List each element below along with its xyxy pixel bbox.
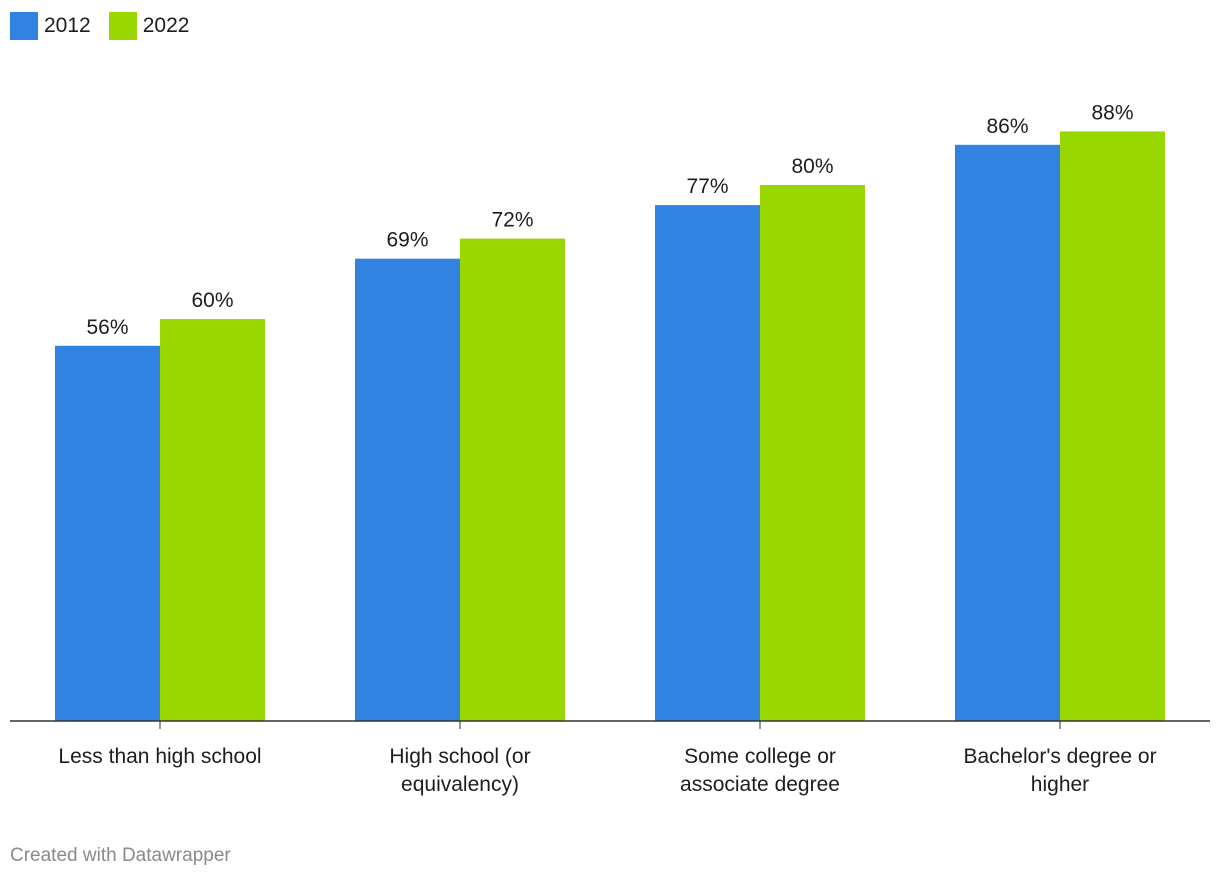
footer-credit: Created with Datawrapper — [10, 845, 231, 866]
legend-label-2012: 2012 — [44, 14, 91, 37]
legend-swatch-2012 — [10, 12, 38, 40]
category-label-line: Some college or — [684, 745, 836, 768]
bar-2022-3 — [1060, 131, 1165, 721]
bar-label-2012-0: 56% — [86, 316, 128, 339]
category-label-line: equivalency) — [401, 773, 519, 796]
category-label-1: High school (or equivalency) — [389, 745, 530, 796]
bar-2022-2 — [760, 185, 865, 721]
bar-label-2022-0: 60% — [191, 289, 233, 312]
bar-2022-0 — [160, 319, 265, 721]
bar-chart: 56% 60% Less than high school 69% 72% High sc… — [10, 101, 1210, 796]
bar-label-2012-1: 69% — [386, 229, 428, 252]
bar-2012-3 — [955, 144, 1060, 722]
bar-2012-1 — [355, 258, 460, 721]
legend: 2012 2022 — [10, 12, 207, 40]
bar-label-2022-3: 88% — [1091, 101, 1133, 124]
legend-swatch-2022 — [108, 12, 137, 40]
category-label-line: Bachelor's degree or — [963, 745, 1156, 768]
bar-2012-2 — [655, 205, 760, 722]
bar-label-2022-1: 72% — [491, 209, 533, 232]
bar-label-2012-2: 77% — [686, 175, 728, 198]
category-label-line: associate degree — [680, 773, 840, 796]
category-label-line: Less than high school — [58, 745, 261, 768]
category-label-3: Bachelor's degree or higher — [963, 745, 1156, 796]
category-label-line: High school (or — [389, 745, 530, 768]
bar-label-2022-2: 80% — [791, 155, 833, 178]
legend-label-2022: 2022 — [142, 14, 190, 37]
bar-label-2012-3: 86% — [986, 115, 1028, 138]
category-label-0: Less than high school — [58, 745, 261, 768]
bar-2012-0 — [55, 345, 160, 721]
legend-item-2022: 2022 — [108, 12, 190, 40]
bar-2022-1 — [460, 238, 565, 721]
category-label-2: Some college or associate degree — [680, 745, 840, 796]
category-label-line: higher — [1031, 773, 1089, 796]
legend-item-2012: 2012 — [10, 12, 91, 40]
